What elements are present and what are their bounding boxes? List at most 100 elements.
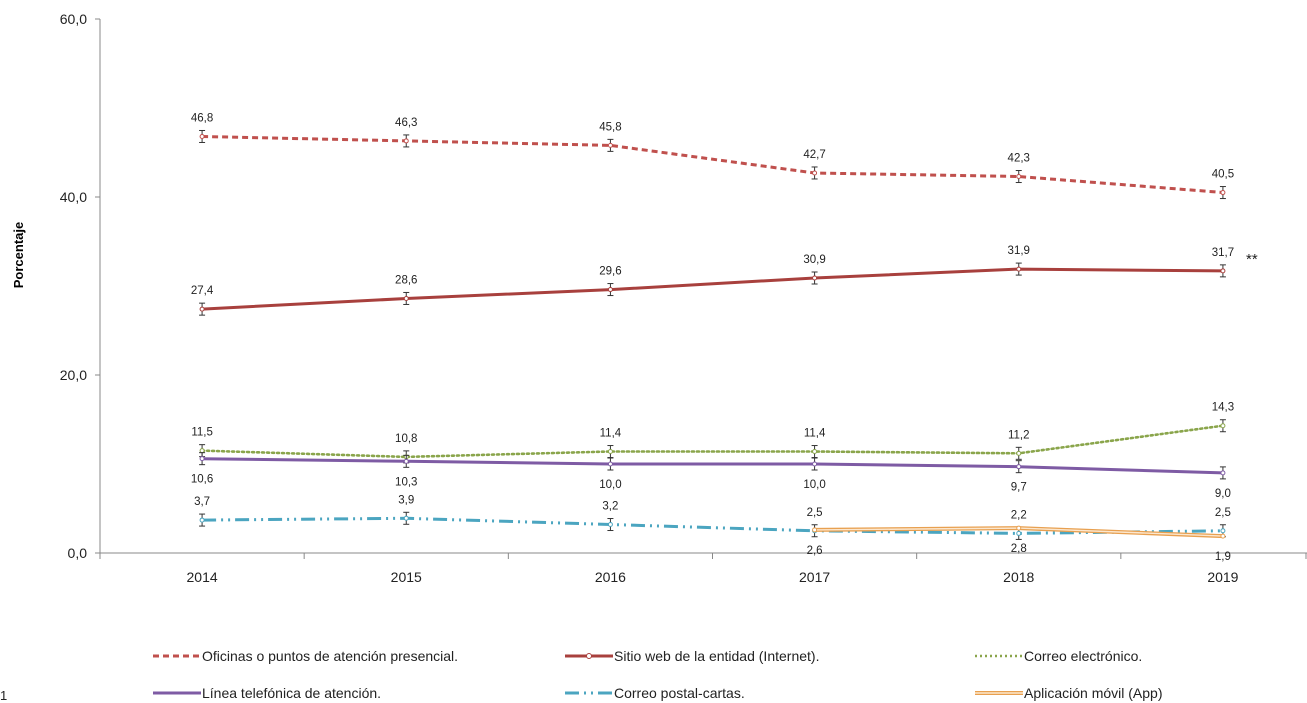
data-point [403, 515, 409, 521]
data-label: 14,3 [1212, 402, 1234, 414]
x-tick-label: 2018 [1003, 569, 1034, 585]
data-point [1016, 266, 1022, 272]
data-point [1016, 530, 1022, 536]
data-label: 29,6 [599, 266, 621, 278]
data-label: 2,5 [807, 507, 823, 519]
data-label: 42,7 [803, 149, 825, 161]
series-4 [199, 452, 1226, 480]
x-tick-label: 2016 [595, 569, 626, 585]
legend-item-1: Oficinas o puntos de atención presencial… [153, 648, 458, 664]
legend-item-2: Sitio web de la entidad (Internet). [565, 648, 819, 664]
data-label: 10,6 [191, 474, 213, 486]
series-2 [199, 262, 1226, 316]
data-point [199, 456, 205, 462]
legend-item-5: Correo postal-cartas. [565, 685, 745, 701]
data-labels: 46,8 46,3 45,8 42,7 42,3 40,5 27,4 28,6 29,6 30,9… [191, 112, 1234, 563]
data-point [199, 448, 205, 454]
data-point [607, 461, 613, 467]
data-point [403, 295, 409, 301]
data-label: 11,2 [1008, 429, 1030, 441]
legend-label: Sitio web de la entidad (Internet). [614, 648, 819, 664]
data-label: 10,0 [803, 479, 825, 491]
data-point [1016, 464, 1022, 470]
x-tick-label: 2017 [799, 569, 830, 585]
data-label: 31,7 [1212, 247, 1234, 259]
data-point [199, 517, 205, 523]
data-point [1016, 525, 1022, 531]
data-label: 1,9 [1215, 551, 1231, 563]
data-label: 3,7 [194, 496, 210, 508]
series-1 [199, 129, 1226, 200]
data-label: 2,2 [1011, 509, 1027, 521]
data-point [812, 170, 818, 176]
data-label: 10,8 [395, 433, 417, 445]
data-point [1220, 190, 1226, 196]
series-line [202, 516, 1223, 535]
data-point [1220, 470, 1226, 476]
axes: 0,0 20,0 40,0 60,0 2014 2015 2016 2017 2018 2019 [60, 11, 1307, 585]
data-point [1220, 528, 1226, 534]
data-label: 46,3 [395, 117, 417, 129]
data-point [812, 275, 818, 281]
data-point [812, 527, 818, 533]
data-label: 46,8 [191, 112, 213, 124]
data-label: 2,5 [1215, 507, 1231, 519]
legend-label: Línea telefónica de atención. [202, 685, 381, 701]
data-label: 31,9 [1008, 245, 1030, 257]
data-label: 30,9 [803, 254, 825, 266]
data-point [403, 458, 409, 464]
legend-item-4: Línea telefónica de atención. [153, 685, 381, 701]
data-point [199, 133, 205, 139]
significance-annotation: ** [1246, 251, 1258, 268]
legend-label: Aplicación móvil (App) [1024, 685, 1163, 701]
data-label: 10,0 [599, 479, 621, 491]
series-layer [199, 129, 1226, 540]
data-point [403, 138, 409, 144]
series-5 [199, 511, 1226, 540]
data-point [812, 449, 818, 455]
series-line [202, 135, 1224, 194]
data-point [812, 461, 818, 467]
data-label: 9,0 [1215, 488, 1231, 500]
data-label: 27,4 [191, 285, 214, 297]
data-point [607, 449, 613, 455]
series-line [202, 457, 1223, 475]
series-6 [812, 525, 1226, 539]
data-point [607, 142, 613, 148]
footnote-number: 1 [0, 688, 7, 703]
data-label: 40,5 [1212, 169, 1234, 181]
legend: Oficinas o puntos de atención presencial… [153, 648, 1163, 701]
x-tick-label: 2019 [1207, 569, 1238, 585]
y-tick-label: 0,0 [68, 545, 88, 561]
y-axis-label: Porcentaje [11, 222, 26, 288]
legend-item-6: Aplicación móvil (App) [975, 685, 1163, 701]
legend-item-3: Correo electrónico. [975, 648, 1142, 664]
data-label: 2,6 [807, 545, 823, 557]
data-point [1016, 450, 1022, 456]
data-label: 45,8 [599, 121, 621, 133]
legend-label: Correo electrónico. [1024, 648, 1142, 664]
data-point [607, 522, 613, 528]
y-tick-label: 20,0 [60, 367, 87, 383]
data-label: 42,3 [1008, 153, 1030, 165]
series-line [202, 267, 1223, 311]
data-point [1016, 174, 1022, 180]
data-label: 3,9 [398, 494, 414, 506]
data-point [607, 287, 613, 293]
x-tick-label: 2014 [187, 569, 218, 585]
data-label: 3,2 [602, 501, 618, 513]
data-label: 10,3 [395, 476, 417, 488]
data-point [1220, 268, 1226, 274]
data-label: 11,4 [600, 428, 622, 440]
y-tick-label: 40,0 [60, 189, 87, 205]
data-label: 11,5 [191, 427, 213, 439]
legend-label: Correo postal-cartas. [614, 685, 745, 701]
series-3 [199, 419, 1226, 464]
series-line [200, 424, 1225, 459]
data-label: 2,8 [1011, 543, 1027, 555]
data-point [1220, 533, 1226, 539]
data-label: 11,4 [804, 428, 826, 440]
data-point [199, 306, 205, 312]
y-tick-label: 60,0 [60, 11, 87, 27]
